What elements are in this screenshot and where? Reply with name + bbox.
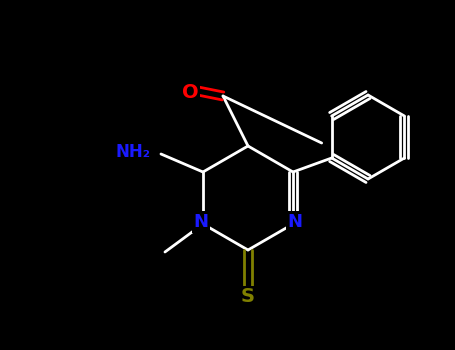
Text: S: S: [241, 287, 255, 307]
Text: N: N: [288, 213, 303, 231]
Text: O: O: [182, 84, 198, 103]
Text: NH₂: NH₂: [116, 143, 151, 161]
Text: N: N: [193, 213, 208, 231]
